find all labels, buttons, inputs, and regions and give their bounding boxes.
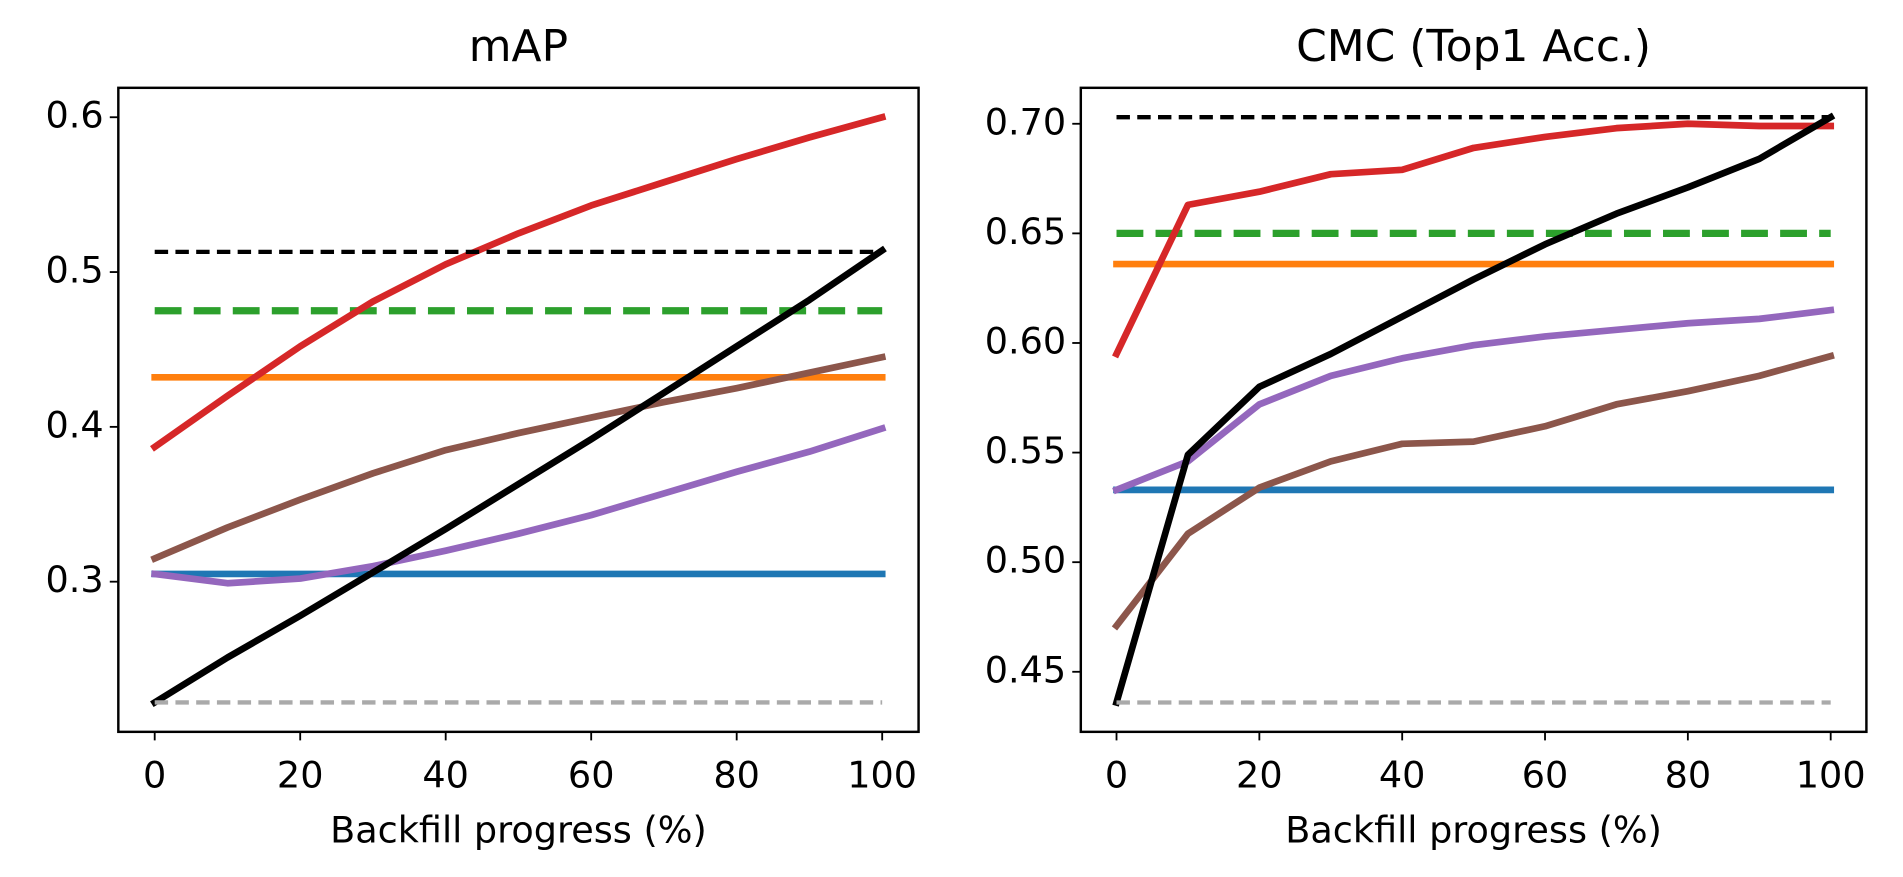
x-tick-label: 80	[713, 753, 760, 796]
line-series	[1112, 306, 1835, 495]
y-tick-label: 0.60	[985, 319, 1066, 362]
x-tick-label: 20	[277, 753, 324, 796]
line-series	[1112, 120, 1835, 359]
axes-frame	[1079, 86, 1868, 734]
subplot: CMC (Top1 Acc.) Backfill progress (%) 0 20 4…	[985, 21, 1868, 851]
x-tick-label: 40	[422, 753, 469, 796]
line-series	[1112, 112, 1836, 707]
y-tick-label: 0.70	[985, 100, 1066, 143]
x-tick-label: 40	[1379, 753, 1426, 796]
y-tick-label: 0.65	[985, 210, 1066, 253]
y-tick-label: 0.55	[985, 429, 1066, 472]
x-axis-label: Backfill progress (%)	[330, 808, 707, 851]
y-tick-label: 0.6	[46, 94, 104, 137]
line-series	[150, 424, 887, 587]
line-series	[150, 353, 887, 563]
subplot: mAP Backfill progress (%) 0 20 40 60 80 100 0.3 0…	[46, 21, 920, 851]
y-tick-label: 0.5	[46, 249, 104, 292]
x-tick-label: 60	[568, 753, 615, 796]
x-axis-label: Backfill progress (%)	[1285, 808, 1662, 851]
x-tick-label: 60	[1522, 753, 1569, 796]
chart-title: mAP	[469, 21, 568, 72]
x-tick-label: 20	[1236, 753, 1283, 796]
line-series	[150, 113, 887, 452]
y-tick-label: 0.3	[46, 558, 104, 601]
axes-frame	[117, 86, 920, 734]
x-tick-label: 0	[1105, 753, 1128, 796]
chart-title: CMC (Top1 Acc.)	[1296, 21, 1651, 72]
line-series	[1111, 352, 1835, 631]
x-tick-label: 100	[847, 753, 917, 796]
plot-area	[150, 113, 887, 708]
y-tick-label: 0.4	[46, 403, 104, 446]
x-tick-label: 80	[1665, 753, 1712, 796]
x-tick-label: 100	[1796, 753, 1866, 796]
y-tick-label: 0.50	[985, 539, 1066, 582]
plot-area	[1111, 112, 1836, 707]
x-tick-label: 0	[143, 753, 166, 796]
y-tick-label: 0.45	[985, 648, 1066, 691]
line-series	[150, 245, 887, 708]
